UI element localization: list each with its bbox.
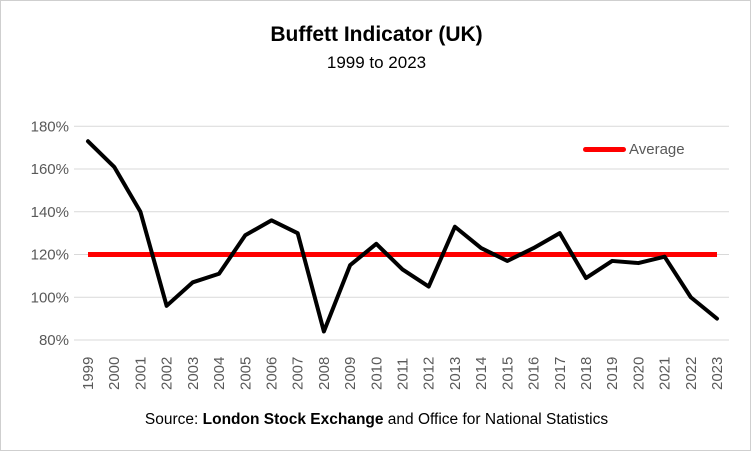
x-axis-tick-label: 2001 <box>132 357 149 390</box>
y-axis-tick-label: 140% <box>31 204 69 221</box>
y-axis-tick-label: 180% <box>31 118 69 135</box>
x-axis-tick-label: 2008 <box>316 357 333 390</box>
x-axis-tick-label: 2002 <box>159 357 176 390</box>
x-axis-tick-label: 2022 <box>683 357 700 390</box>
x-axis-tick-label: 2018 <box>578 357 595 390</box>
x-axis-tick-label: 2013 <box>447 357 464 390</box>
x-axis-tick-label: 2016 <box>526 357 543 390</box>
x-axis-tick-label: 2020 <box>630 357 647 390</box>
x-axis-tick-label: 2006 <box>263 357 280 390</box>
x-axis-tick-label: 2011 <box>395 358 412 390</box>
average-line-swatch <box>583 146 626 152</box>
y-axis-tick-label: 80% <box>39 332 69 349</box>
x-axis-tick-label: 2014 <box>473 357 490 390</box>
source-suffix: and Office for National Statistics <box>383 411 609 428</box>
x-axis-tick-label: 2023 <box>709 357 726 390</box>
x-axis-tick-label: 2010 <box>368 357 385 390</box>
x-axis-tick-label: 2009 <box>342 357 359 390</box>
average-legend-label: Average <box>629 140 685 158</box>
legend: Average <box>583 140 685 158</box>
y-axis-tick-label: 100% <box>31 289 69 306</box>
x-axis-tick-label: 2004 <box>211 357 228 390</box>
x-axis-tick-label: 2003 <box>185 357 202 390</box>
indicator-line <box>86 139 719 334</box>
x-axis-tick-label: 1999 <box>80 357 97 390</box>
y-axis-tick-label: 160% <box>31 161 69 178</box>
x-axis-tick-label: 2015 <box>499 357 516 390</box>
chart-title: Buffett Indicator (UK) <box>270 23 483 46</box>
x-axis-tick-label: 2012 <box>421 357 438 390</box>
y-axis-tick-label: 120% <box>31 247 69 264</box>
x-axis-tick-label: 2007 <box>290 357 307 390</box>
chart-subtitle: 1999 to 2023 <box>326 53 427 72</box>
source-note: Source: London Stock Exchange and Office… <box>1 411 750 429</box>
x-axis-tick-label: 2005 <box>237 357 254 390</box>
x-axis-tick-label: 2000 <box>106 357 123 390</box>
source-prefix: Source: <box>144 411 203 428</box>
source-bold: London Stock Exchange <box>202 411 384 428</box>
x-axis-tick-label: 2019 <box>604 357 621 390</box>
x-axis-tick-label: 2017 <box>552 357 569 390</box>
x-axis-tick-label: 2021 <box>657 357 674 390</box>
